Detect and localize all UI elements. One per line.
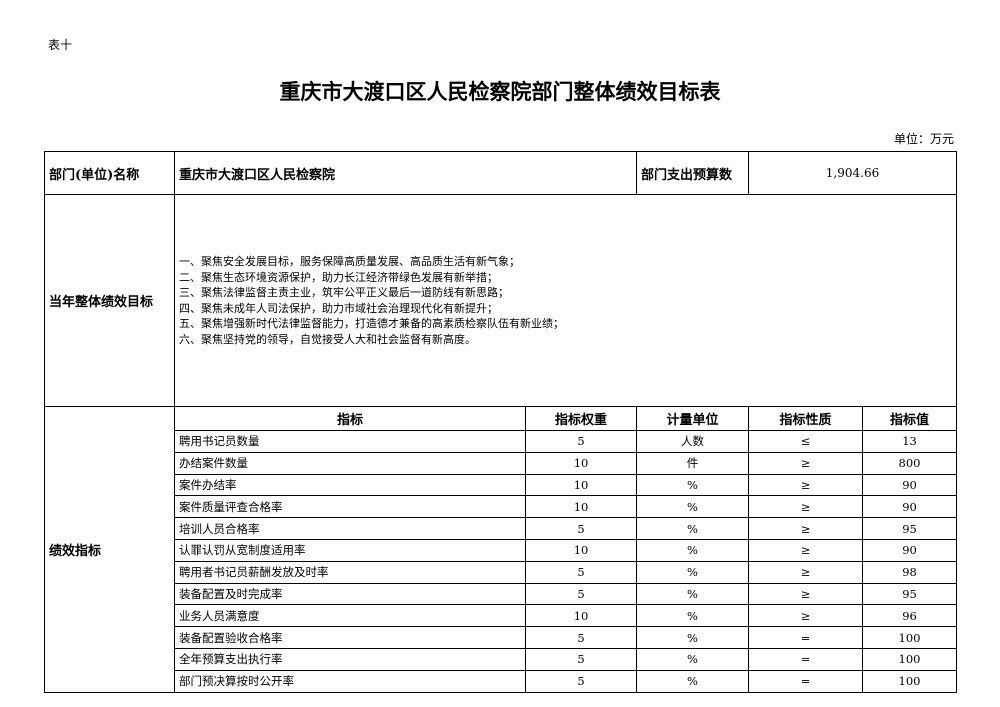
cell-indicator: 装备配置及时完成率 <box>174 582 526 606</box>
table-row: 认罪认罚从宽制度适用率 10% ≥90 <box>45 538 958 562</box>
cell-weight: 10 <box>524 451 638 475</box>
cell-weight: 5 <box>524 626 638 649</box>
table-row: 培训人员合格率 5% ≥95 <box>45 517 958 540</box>
cell-value: 100 <box>862 669 958 693</box>
cell-unit: % <box>636 538 750 562</box>
cell-weight: 5 <box>524 647 638 671</box>
cell-indicator: 培训人员合格率 <box>174 517 526 540</box>
cell-value: 95 <box>862 582 958 606</box>
cell-value: 90 <box>862 495 958 519</box>
cell-value: 98 <box>862 560 958 584</box>
cell-indicator: 装备配置验收合格率 <box>174 626 526 649</box>
cell-nature: ≥ <box>748 473 864 497</box>
cell-unit: % <box>636 473 750 497</box>
cell-unit: % <box>636 560 750 584</box>
cell-indicator: 聘用者书记员薪酬发放及时率 <box>174 560 526 584</box>
table-row: 装备配置验收合格率 5% = 100 <box>45 626 958 649</box>
cell-unit: % <box>636 495 750 519</box>
cell-nature: = <box>748 626 864 649</box>
cell-value: 800 <box>862 451 958 475</box>
perf-label: 绩效指标 <box>44 406 175 693</box>
cell-unit: % <box>636 517 750 540</box>
goal-item: 一、聚焦安全发展目标，服务保障高质量发展、高品质生活有新气象； <box>179 255 520 268</box>
budget-label: 部门支出预算数 <box>636 151 750 195</box>
cell-weight: 5 <box>524 517 638 540</box>
cell-indicator: 案件质量评查合格率 <box>174 495 526 519</box>
cell-value: 90 <box>862 538 958 562</box>
goal-item: 六、聚焦坚持党的领导，自觉接受人大和社会监督有新高度。 <box>179 332 476 346</box>
goal-item: 四、聚焦未成年人司法保护，助力市域社会治理现代化有新提升； <box>179 301 498 315</box>
cell-value: 13 <box>862 430 958 453</box>
page-title: 重庆市大渡口区人民检察院部门整体绩效目标表 <box>279 79 721 104</box>
cell-nature: ≥ <box>748 538 864 562</box>
cell-weight: 5 <box>524 430 638 453</box>
cell-value: 100 <box>862 626 958 649</box>
cell-weight: 10 <box>524 495 638 519</box>
table-row: 聘用者书记员薪酬发放及时率 5% ≥98 <box>45 560 958 584</box>
budget-value: 1,904.66 <box>748 151 958 195</box>
cell-weight: 10 <box>524 473 638 497</box>
cell-nature: = <box>748 647 864 671</box>
performance-table: 部门(单位)名称 重庆市大渡口区人民检察院 部门支出预算数 1,904.66 当… <box>44 151 958 693</box>
cell-indicator: 全年预算支出执行率 <box>174 647 526 671</box>
header-unit: 计量单位 <box>636 406 750 431</box>
goal-item: 三、聚焦法律监督主责主业，筑牢公平正义最后一道防线有新思路； <box>179 286 509 299</box>
cell-value: 95 <box>862 517 958 540</box>
cell-nature: ≥ <box>748 604 864 628</box>
cell-unit: 件 <box>636 451 750 475</box>
cell-weight: 5 <box>524 582 638 606</box>
cell-unit: % <box>636 647 750 671</box>
cell-indicator: 认罪认罚从宽制度适用率 <box>174 538 526 562</box>
cell-weight: 5 <box>524 560 638 584</box>
table-row: 办结案件数量 10 件 ≥800 <box>45 451 958 475</box>
header-indicator: 指标 <box>174 406 526 431</box>
cell-indicator: 办结案件数量 <box>174 451 526 475</box>
table-row: 全年预算支出执行率 5% = 100 <box>45 647 958 671</box>
table-row: 装备配置及时完成率 5% ≥95 <box>45 582 958 606</box>
header-weight: 指标权重 <box>524 406 638 431</box>
goal-item: 五、聚焦增强新时代法律监督能力，打造德才兼备的高素质检察队伍有新业绩； <box>179 317 564 330</box>
cell-nature: ≥ <box>748 495 864 519</box>
dept-name: 重庆市大渡口区人民检察院 <box>173 151 638 195</box>
table-number: 表十 <box>48 38 73 52</box>
cell-value: 96 <box>862 604 958 628</box>
table-row: 案件办结率 10% ≥90 <box>45 473 958 497</box>
table-row: 案件质量评查合格率 10% ≥90 <box>45 495 958 519</box>
cell-nature: ≥ <box>748 560 864 584</box>
cell-nature: ≥ <box>748 451 864 475</box>
goal-text: 一、聚焦安全发展目标，服务保障高质量发展、高品质生活有新气象； 二、聚焦生态环境资… <box>173 194 958 407</box>
cell-weight: 10 <box>524 538 638 562</box>
cell-indicator: 部门预决算按时公开率 <box>174 669 526 693</box>
header-value: 指标值 <box>862 406 958 431</box>
cell-indicator: 聘用书记员数量 <box>174 430 526 453</box>
unit-label: 单位：万元 <box>893 132 954 146</box>
cell-indicator: 案件办结率 <box>174 473 526 497</box>
cell-nature: ≥ <box>748 517 864 540</box>
cell-weight: 10 <box>524 604 638 628</box>
goal-label: 当年整体绩效目标 <box>44 194 175 407</box>
cell-indicator: 业务人员满意度 <box>174 604 526 628</box>
cell-value: 100 <box>862 647 958 671</box>
cell-unit: 人数 <box>636 430 750 453</box>
header-nature: 指标性质 <box>748 406 864 431</box>
dept-label: 部门(单位)名称 <box>44 151 175 195</box>
cell-unit: % <box>636 604 750 628</box>
cell-nature: = <box>748 669 864 693</box>
cell-unit: % <box>636 669 750 693</box>
table-row: 部门预决算按时公开率 5% = 100 <box>45 669 958 693</box>
cell-nature: ≤ <box>748 430 864 453</box>
cell-unit: % <box>636 626 750 649</box>
table-row: 聘用书记员数量 5 人数 ≤13 <box>45 430 958 453</box>
cell-unit: % <box>636 582 750 606</box>
cell-nature: ≥ <box>748 582 864 606</box>
goal-item: 二、聚焦生态环境资源保护，助力长江经济带绿色发展有新举措； <box>179 270 498 284</box>
table-row: 业务人员满意度 10% ≥96 <box>45 604 958 628</box>
cell-weight: 5 <box>524 669 638 693</box>
cell-value: 90 <box>862 473 958 497</box>
